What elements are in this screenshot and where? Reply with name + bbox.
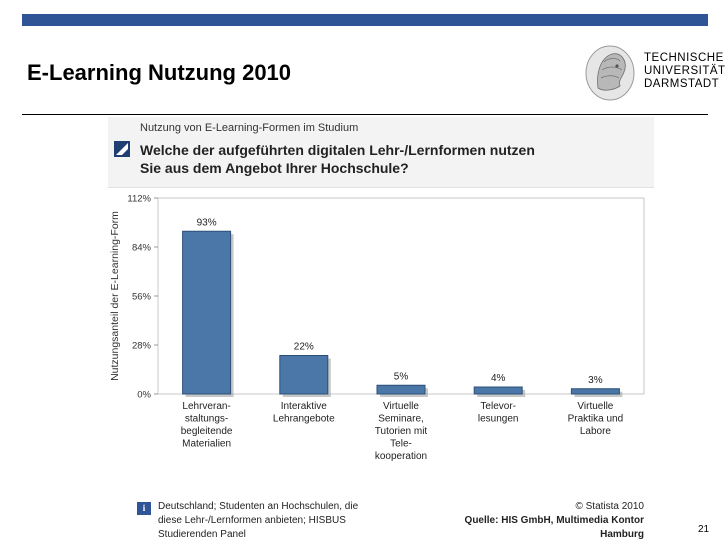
data-label: 22% [294, 342, 314, 353]
question-line: Welche der aufgeführten digitalen Lehr-/… [140, 142, 535, 158]
plot-area [157, 197, 645, 395]
top-accent-bar [22, 14, 708, 26]
x-tick-label-line: staltungs- [185, 414, 228, 425]
data-label: 3% [588, 375, 603, 386]
x-tick-label-line: Lehrangebote [273, 414, 335, 425]
x-tick-label: Virtuelle Praktika und Labore [568, 401, 624, 437]
x-tick-label-line: Materialien [182, 439, 231, 450]
x-tick-label-line: Seminare, [378, 414, 424, 425]
bar [570, 388, 620, 395]
x-tick-label: Virtuelle Seminare, Tutorien mit Tele-koope… [375, 401, 428, 462]
chart-header: Nutzung von E-Learning-Formen im Studium… [108, 117, 654, 188]
bar [279, 355, 329, 395]
x-tick-label-line: Lehrveran- [182, 401, 230, 412]
x-tick-label: Televor-lesungen [478, 401, 519, 425]
university-logo: TECHNISCHE UNIVERSITÄT DARMSTADT [584, 44, 725, 104]
footnote-line: diese Lehr-/Lernformen anbieten; HISBUS [158, 515, 346, 526]
chart-panel: Nutzung von E-Learning-Formen im Studium… [108, 117, 654, 510]
copyright: © Statista 2010 [575, 501, 644, 512]
chart-question: Welche der aufgeführten digitalen Lehr-/… [140, 141, 535, 177]
x-tick-label-line: Virtuelle [577, 401, 613, 412]
page-number: 21 [698, 524, 710, 535]
logo-line: TECHNISCHE [644, 52, 724, 64]
x-tick-label-line: kooperation [375, 451, 427, 462]
y-tick-label: 0% [137, 390, 151, 401]
x-tick-label-line: lesungen [478, 414, 519, 425]
logo-line: DARMSTADT [644, 78, 720, 90]
x-tick-label: Interaktive Lehrangebote [273, 401, 335, 425]
y-tick-label: 84% [132, 243, 152, 254]
y-tick-label: 56% [132, 292, 152, 303]
x-tick-label-line: Praktika und [568, 414, 624, 425]
footnote-line: Studierenden Panel [158, 529, 246, 540]
bar-chart: 0% 28% 56% 84% 112% Nutzungsanteil der E-Lear… [109, 194, 645, 462]
question-line: Sie aus dem Angebot Ihrer Hochschule? [140, 160, 409, 176]
info-icon[interactable]: i [137, 502, 151, 515]
x-tick-label-line: Tele- [390, 439, 412, 450]
bar [182, 230, 232, 395]
x-tick-label-line: Labore [580, 426, 612, 437]
source-line: Quelle: HIS GmbH, Multimedia Kontor [464, 515, 644, 526]
y-tick-label: 112% [127, 194, 151, 205]
y-axis-label: Nutzungsanteil der E-Learning-Form [109, 211, 121, 381]
bar [473, 386, 523, 395]
x-tick-label-line: begleitende [181, 426, 233, 437]
chart-source: © Statista 2010 Quelle: HIS GmbH, Multim… [465, 500, 644, 542]
x-tick-label-line: Virtuelle [383, 401, 419, 412]
bar [376, 384, 426, 395]
slide-title: E-Learning Nutzung 2010 [27, 60, 292, 85]
x-tick-label-line: Interaktive [281, 401, 328, 412]
statista-question-icon [114, 141, 130, 157]
source-line: Hamburg [600, 529, 644, 540]
footnote-line: Deutschland; Studenten an Hochschulen, d… [158, 501, 359, 512]
logo-line: UNIVERSITÄT [644, 65, 726, 77]
athena-seal-icon [585, 45, 635, 101]
data-label: 4% [491, 373, 506, 384]
chart-footnote: Deutschland; Studenten an Hochschulen, d… [158, 500, 358, 542]
x-tick-label-line: Televor- [480, 401, 516, 412]
university-name: TECHNISCHE UNIVERSITÄT DARMSTADT [644, 52, 726, 91]
x-tick-label-line: Tutorien mit [375, 426, 428, 437]
data-label: 5% [394, 371, 409, 382]
x-tick-label: Lehrveran-staltungs-begleitende Materiali… [181, 401, 233, 450]
title-divider [22, 114, 708, 115]
chart-subtitle: Nutzung von E-Learning-Formen im Studium [140, 122, 359, 134]
y-tick-label: 28% [132, 341, 152, 352]
data-label: 93% [197, 217, 217, 228]
